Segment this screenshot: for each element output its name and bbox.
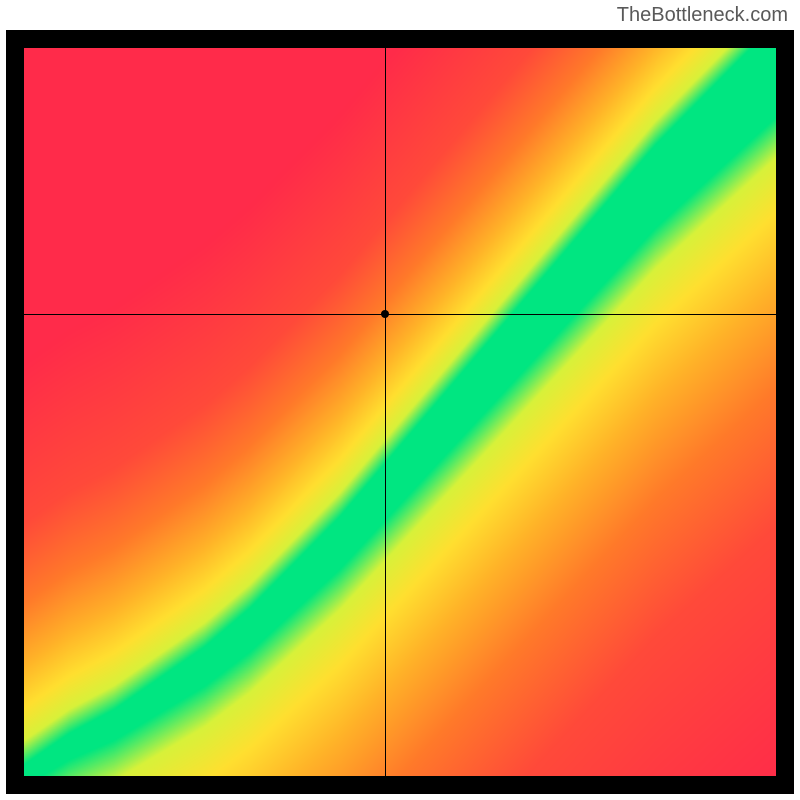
chart-frame [6,30,794,794]
plot-area [24,48,776,776]
heatmap-canvas [24,48,776,776]
crosshair-vertical [385,48,386,776]
crosshair-horizontal [24,314,776,315]
watermark-text: TheBottleneck.com [617,4,788,27]
data-point-marker [381,310,389,318]
